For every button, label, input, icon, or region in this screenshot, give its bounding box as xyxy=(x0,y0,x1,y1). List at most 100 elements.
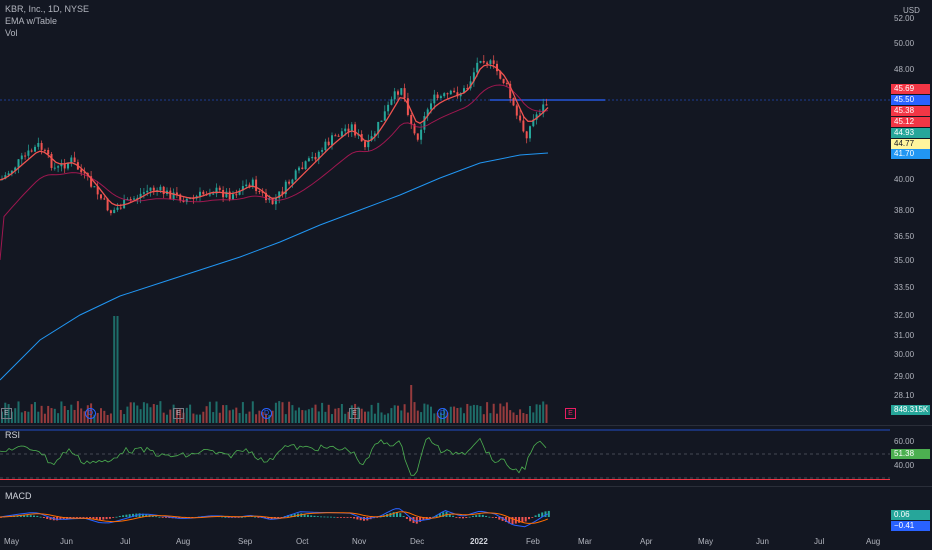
macd-bar xyxy=(62,517,65,520)
candle xyxy=(80,169,83,173)
volume-bar xyxy=(235,407,238,423)
price-tick: 36.50 xyxy=(894,232,915,241)
volume-bar xyxy=(357,406,360,423)
macd-bar xyxy=(125,514,128,517)
candle xyxy=(413,124,416,134)
candle xyxy=(331,135,333,146)
volume-bar xyxy=(403,404,406,423)
price-tick: 32.00 xyxy=(894,311,915,320)
rsi-label[interactable]: RSI xyxy=(5,430,21,440)
volume-bar xyxy=(482,414,485,423)
volume-bar xyxy=(159,401,162,423)
price-tick: 28.10 xyxy=(894,391,915,400)
candle xyxy=(334,135,337,137)
volume-bar xyxy=(390,408,393,423)
panel-divider[interactable] xyxy=(0,486,932,487)
macd-bar xyxy=(227,517,230,518)
earnings-marker[interactable]: E xyxy=(565,408,576,419)
volume-bar xyxy=(476,405,479,423)
candle xyxy=(232,194,234,200)
candle xyxy=(47,150,50,155)
volume-bar xyxy=(344,413,347,423)
indicator-volume-label[interactable]: Vol xyxy=(5,28,18,38)
candle xyxy=(301,167,304,169)
candle xyxy=(463,88,465,94)
volume-bar xyxy=(291,405,294,423)
macd-chart[interactable] xyxy=(0,487,890,532)
volume-bar xyxy=(215,401,218,423)
macd-bar xyxy=(462,517,464,519)
volume-bar xyxy=(307,409,310,423)
candle xyxy=(284,181,287,195)
candle xyxy=(291,179,294,184)
candle xyxy=(420,129,423,140)
volume-bar xyxy=(433,413,436,423)
macd-badge-2: −0.41 xyxy=(891,521,930,531)
volume-bar xyxy=(515,414,518,423)
earnings-marker[interactable]: E xyxy=(349,408,360,419)
candle xyxy=(482,60,485,63)
volume-bar xyxy=(251,401,254,423)
macd-bar xyxy=(306,514,309,517)
volume-bar xyxy=(169,409,172,423)
candle xyxy=(373,133,376,137)
volume-bar xyxy=(129,402,132,423)
macd-bar xyxy=(303,514,306,517)
symbol-title[interactable]: KBR, Inc., 1D, NYSE xyxy=(5,4,90,14)
panel-divider[interactable] xyxy=(0,425,932,426)
macd-bar xyxy=(541,512,544,517)
volume-bar xyxy=(57,413,60,423)
candle xyxy=(70,157,73,163)
time-label: Apr xyxy=(640,537,653,546)
candle xyxy=(60,164,63,167)
candle xyxy=(542,104,545,114)
volume-bar xyxy=(93,414,96,423)
volume-bar xyxy=(30,404,33,423)
candle xyxy=(149,187,152,191)
candle xyxy=(354,124,357,136)
macd-bar xyxy=(165,517,167,518)
volume-bar xyxy=(416,410,419,423)
volume-bar xyxy=(119,409,122,423)
volume-bar xyxy=(271,410,274,423)
candle xyxy=(337,135,340,137)
macd-bar xyxy=(293,513,296,517)
macd-bar xyxy=(475,515,478,517)
volume-bar xyxy=(446,412,449,423)
volume-bar xyxy=(208,401,211,423)
price-chart[interactable] xyxy=(0,0,890,425)
candle xyxy=(14,167,17,171)
candle xyxy=(129,199,132,201)
time-label: Feb xyxy=(526,537,540,546)
volume-bar xyxy=(1,411,3,423)
candle xyxy=(489,60,492,64)
volume-bar xyxy=(387,413,390,423)
rsi-chart[interactable] xyxy=(0,426,890,486)
macd-label[interactable]: MACD xyxy=(5,491,32,501)
indicator-ema-label[interactable]: EMA w/Table xyxy=(5,16,58,26)
volume-bar xyxy=(284,414,287,423)
price-tick: 50.00 xyxy=(894,39,915,48)
volume-bar xyxy=(218,412,221,423)
candle xyxy=(40,142,43,150)
dividend-marker[interactable]: D xyxy=(437,408,448,419)
candle xyxy=(17,159,20,168)
candle xyxy=(416,133,419,140)
volume-bar xyxy=(469,405,472,423)
volume-bar xyxy=(354,403,357,423)
candle xyxy=(426,109,429,117)
macd-bar xyxy=(75,517,78,518)
candle xyxy=(532,119,535,127)
candle xyxy=(324,141,327,151)
volume-bar xyxy=(393,405,396,423)
candle xyxy=(67,162,69,169)
earnings-marker[interactable]: E xyxy=(173,408,184,419)
volume-bar xyxy=(43,413,46,423)
dividend-marker[interactable]: D xyxy=(85,408,96,419)
volume-bar xyxy=(538,404,541,423)
dividend-marker[interactable]: D xyxy=(261,408,272,419)
volume-bar xyxy=(113,316,116,423)
earnings-marker[interactable]: E xyxy=(1,408,12,419)
volume-badge: 848.315K xyxy=(891,405,930,415)
macd-bar xyxy=(481,514,484,517)
